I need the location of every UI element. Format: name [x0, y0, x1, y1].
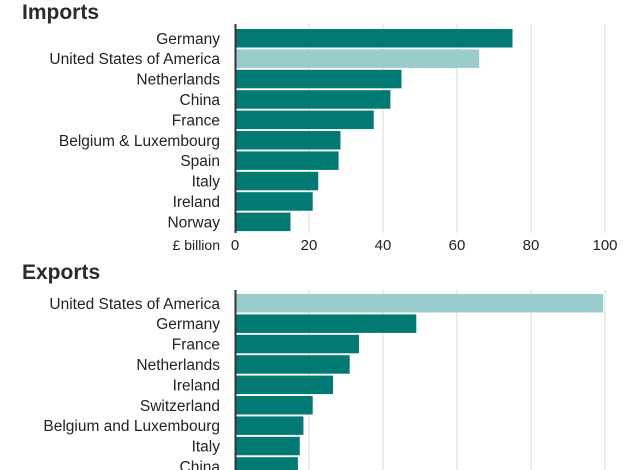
imports-title: Imports	[22, 1, 100, 24]
x-tick-label: 80	[523, 237, 540, 254]
bar	[235, 171, 319, 191]
category-label: France	[172, 112, 220, 129]
bar	[235, 192, 313, 211]
category-label: Italy	[192, 174, 221, 191]
category-label: China	[180, 92, 221, 109]
bar	[235, 294, 604, 313]
bar	[235, 375, 334, 395]
x-tick-label: 60	[449, 237, 466, 254]
bar	[235, 212, 291, 232]
category-label: Germany	[156, 316, 220, 333]
unit-label: £ billion	[173, 237, 220, 253]
category-label: Norway	[167, 214, 220, 231]
bar	[235, 151, 339, 170]
x-tick-label: 40	[375, 237, 392, 254]
bar	[235, 396, 313, 415]
bar	[235, 436, 300, 456]
category-label: Ireland	[173, 194, 220, 211]
category-label: Netherlands	[136, 72, 220, 89]
category-label: United States of America	[49, 296, 220, 313]
category-label: Belgium & Luxembourg	[59, 133, 220, 150]
category-label: Italy	[192, 439, 221, 456]
x-tick-label: 100	[592, 237, 617, 254]
category-label: Netherlands	[136, 357, 220, 374]
bar	[235, 90, 391, 109]
x-tick-label: 0	[231, 237, 239, 254]
bar	[235, 131, 341, 150]
category-label: Switzerland	[140, 398, 220, 415]
category-label: Ireland	[173, 377, 220, 394]
bar	[235, 416, 304, 435]
category-label: France	[172, 337, 220, 354]
x-tick-label: 20	[301, 237, 318, 254]
category-label: United States of America	[49, 51, 220, 68]
bar	[235, 314, 417, 333]
exports-title: Exports	[22, 261, 101, 284]
bar	[235, 110, 374, 130]
bar	[235, 49, 480, 68]
category-label: Spain	[180, 153, 220, 170]
category-label: Germany	[156, 31, 220, 48]
category-label: China	[180, 459, 221, 470]
bar	[235, 355, 350, 374]
bar	[235, 29, 513, 48]
category-label: Belgium and Luxembourg	[43, 418, 220, 435]
bar	[235, 334, 359, 354]
bar	[235, 69, 402, 89]
bar	[235, 457, 298, 470]
